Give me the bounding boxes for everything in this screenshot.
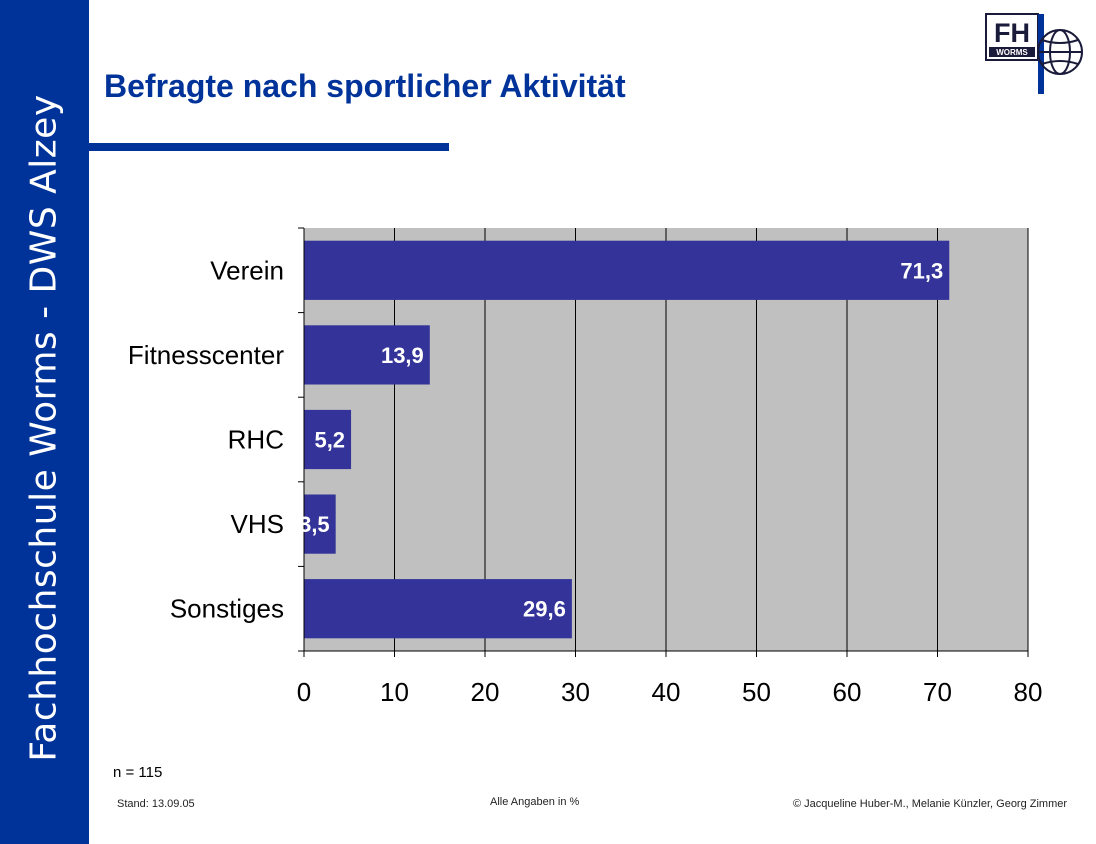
x-tick-label: 30 xyxy=(561,677,590,707)
value-label: 71,3 xyxy=(900,258,943,283)
x-tick-label: 60 xyxy=(833,677,862,707)
category-labels: Verein Fitnesscenter RHC VHS Sonstiges xyxy=(128,255,284,623)
x-tick-label: 0 xyxy=(297,677,311,707)
x-tick-label: 20 xyxy=(471,677,500,707)
bar-verein xyxy=(304,241,949,300)
tick-labels: 0 10 20 30 40 50 60 70 80 xyxy=(297,677,1043,707)
value-label: 29,6 xyxy=(523,597,566,622)
units-note: Alle Angaben in % xyxy=(490,796,579,808)
value-label: 13,9 xyxy=(381,343,424,368)
category-label: Verein xyxy=(210,255,284,285)
category-label: RHC xyxy=(228,425,284,455)
category-label: VHS xyxy=(231,509,284,539)
chart: Verein Fitnesscenter RHC VHS Sonstiges 0 10 20… xyxy=(0,0,1096,844)
copyright-note: © Jacqueline Huber-M., Melanie Künzler, … xyxy=(793,798,1067,810)
x-tick-label: 70 xyxy=(923,677,952,707)
x-tick-label: 10 xyxy=(380,677,409,707)
sample-size-note: n = 115 xyxy=(113,764,162,781)
value-label: 5,2 xyxy=(314,428,345,453)
x-tick-label: 50 xyxy=(742,677,771,707)
value-label: 3,5 xyxy=(299,512,330,537)
category-label: Sonstiges xyxy=(170,594,284,624)
x-tick-label: 40 xyxy=(652,677,681,707)
date-note: Stand: 13.09.05 xyxy=(117,798,195,810)
x-tick-label: 80 xyxy=(1014,677,1043,707)
category-label: Fitnesscenter xyxy=(128,340,284,370)
